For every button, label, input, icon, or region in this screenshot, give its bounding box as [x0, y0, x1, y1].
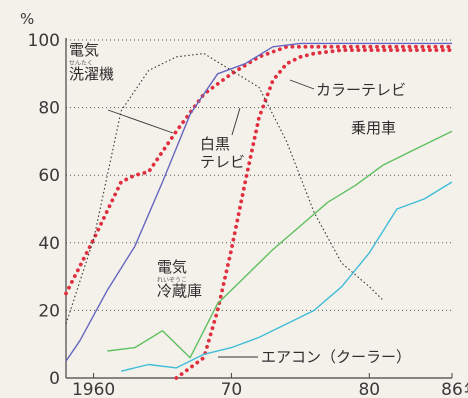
x-tick-label-1960: 1960: [72, 380, 115, 398]
leader-washer: [107, 109, 174, 134]
series-line-fridge: [65, 42, 452, 362]
series-ruby-fridge: れいぞうこ: [157, 277, 187, 284]
x-axis-unit: 年: [464, 380, 468, 398]
axes: [65, 38, 453, 379]
y-tick-label-40: 40: [38, 234, 60, 254]
series-label-washer-1: 電気: [69, 41, 99, 59]
x-tick-label-80: 80: [358, 380, 380, 398]
series-label-washer-2: 洗濯機: [69, 65, 114, 83]
series-label-car-1: 乗用車: [351, 119, 396, 137]
series-label-bw_tv-1: 白黒: [200, 135, 230, 153]
leader-color_tv: [289, 79, 315, 90]
x-tick-label-86: 86: [441, 380, 463, 398]
series-label-ac-1: エアコン（クーラー）: [261, 348, 411, 366]
series-line-color_tv: [174, 48, 454, 380]
grid-lines: [66, 39, 452, 311]
y-tick-label-100: 100: [28, 31, 60, 51]
y-tick-label-20: 20: [38, 301, 60, 321]
y-tick-label-0: 0: [49, 369, 60, 389]
y-axis-unit: %: [20, 10, 34, 28]
series-line-washer: [64, 44, 454, 296]
series-lines: [64, 42, 454, 380]
y-tick-label-80: 80: [38, 99, 60, 119]
leader-bw_tv: [231, 107, 241, 136]
series-label-fridge-2: 冷蔵庫: [157, 282, 202, 300]
series-label-bw_tv-2: テレビ: [200, 153, 245, 171]
series-labels: 電気洗濯機せんたく電気冷蔵庫れいぞうこカラーテレビ白黒テレビ乗用車エアコン（クー…: [69, 41, 411, 366]
series-line-ac: [120, 181, 453, 372]
tick-labels: 1960 70 80 86年 0 20 40 60 80 100%: [20, 10, 468, 398]
x-tick-label-70: 70: [221, 380, 243, 398]
series-ruby-washer: せんたく: [69, 60, 93, 67]
series-label-fridge-1: 電気: [157, 258, 187, 276]
series-line-bw_tv: [65, 52, 384, 325]
series-label-color_tv-1: カラーテレビ: [316, 81, 406, 99]
y-tick-label-60: 60: [38, 166, 60, 186]
series-line-car: [107, 130, 453, 359]
